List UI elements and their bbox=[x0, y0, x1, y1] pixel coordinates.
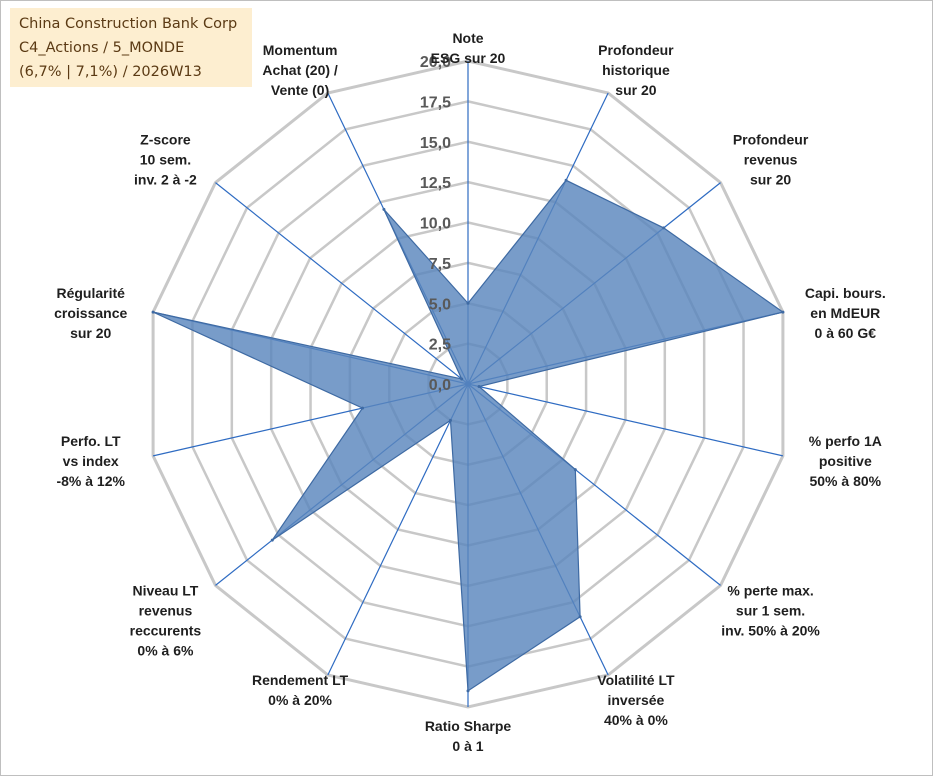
axis-label-line: Achat (20) / bbox=[262, 62, 338, 78]
axis-label-line: 0 à 1 bbox=[452, 738, 483, 754]
axis-label-line: Note bbox=[452, 30, 483, 46]
axis-label: Ratio Sharpe 0 à 1 bbox=[425, 718, 512, 754]
data-point bbox=[460, 377, 464, 381]
info-box-stats: (6,7% | 7,1%) / 2026W13 bbox=[19, 64, 202, 80]
axis-label: Profondeur revenus sur 20 bbox=[733, 132, 809, 188]
axis-label-line: Profondeur bbox=[733, 132, 809, 148]
axis-label-line: reccurents bbox=[130, 622, 202, 638]
axis-label-line: inversée bbox=[607, 692, 664, 708]
tick-label: 7,5 bbox=[429, 256, 451, 273]
info-box: China Construction Bank Corp C4_Actions … bbox=[10, 8, 252, 87]
axis-label-line: Z-score bbox=[140, 132, 191, 148]
axis-label: Volatilité LT inversée 40% à 0% bbox=[597, 672, 675, 728]
data-point bbox=[573, 468, 577, 472]
data-point bbox=[382, 207, 386, 211]
axis-label-line: 50% à 80% bbox=[809, 473, 881, 489]
data-point bbox=[662, 226, 666, 230]
axis-label-line: en MdEUR bbox=[810, 305, 880, 321]
axis-label-line: Vente (0) bbox=[271, 82, 329, 98]
axis-label-line: Régularité bbox=[56, 285, 125, 301]
axis-label-line: Momentum bbox=[263, 42, 338, 58]
axis-label-line: Profondeur bbox=[598, 42, 674, 58]
axis-label-line: 10 sem. bbox=[140, 152, 191, 168]
axis-spoke bbox=[467, 383, 784, 457]
data-point bbox=[578, 615, 582, 619]
axis-label-line: -8% à 12% bbox=[56, 473, 125, 489]
data-point bbox=[448, 418, 452, 422]
axis-label-line: revenus bbox=[744, 152, 798, 168]
info-box-title: China Construction Bank Corp bbox=[19, 16, 238, 32]
axis-label-line: historique bbox=[602, 62, 670, 78]
axis-label: % perfo 1A positive 50% à 80% bbox=[809, 433, 882, 489]
axis-label: Z-score 10 sem. inv. 2 à -2 bbox=[134, 132, 197, 188]
data-point bbox=[564, 178, 568, 182]
tick-label: 12,5 bbox=[420, 175, 451, 192]
data-point bbox=[781, 310, 785, 314]
axis-label: Rendement LT 0% à 20% bbox=[252, 672, 349, 708]
data-point bbox=[466, 301, 470, 305]
info-box-category: C4_Actions / 5_MONDE bbox=[19, 40, 185, 56]
axis-label: Perfo. LT vs index -8% à 12% bbox=[56, 433, 125, 489]
axis-label-line: 0% à 20% bbox=[268, 692, 332, 708]
axis-label: Momentum Achat (20) / Vente (0) bbox=[262, 42, 338, 98]
data-point bbox=[270, 538, 274, 542]
data-point bbox=[151, 310, 155, 314]
axis-label-line: positive bbox=[819, 453, 872, 469]
axis-label-line: sur 1 sem. bbox=[736, 602, 805, 618]
axis-label-line: 40% à 0% bbox=[604, 712, 668, 728]
axis-label-line: Capi. bours. bbox=[805, 285, 886, 301]
tick-label: 0,0 bbox=[429, 377, 451, 394]
data-point bbox=[466, 689, 470, 693]
data-point bbox=[361, 406, 365, 410]
axis-label: Capi. bours. en MdEUR 0 à 60 G€ bbox=[805, 285, 886, 341]
axis-label-line: Rendement LT bbox=[252, 672, 349, 688]
axis-label-line: revenus bbox=[139, 602, 193, 618]
tick-label: 20,0 bbox=[420, 54, 451, 71]
tick-label: 10,0 bbox=[420, 216, 451, 233]
tick-label: 17,5 bbox=[420, 94, 451, 111]
axis-label-line: Perfo. LT bbox=[61, 433, 121, 449]
axis-label: Profondeur historique sur 20 bbox=[598, 42, 674, 98]
axis-label: % perte max. sur 1 sem. inv. 50% à 20% bbox=[721, 582, 820, 638]
axis-label-line: inv. 50% à 20% bbox=[721, 622, 820, 638]
data-point bbox=[477, 385, 481, 389]
axis-label-line: 0% à 6% bbox=[137, 642, 194, 658]
axis-label: Niveau LT revenus reccurents 0% à 6% bbox=[130, 582, 202, 658]
axis-label-line: vs index bbox=[63, 453, 119, 469]
axis-label-line: Niveau LT bbox=[132, 582, 198, 598]
axis-label-line: sur 20 bbox=[70, 325, 111, 341]
axis-label-line: Volatilité LT bbox=[597, 672, 675, 688]
tick-label: 5,0 bbox=[429, 296, 451, 313]
axis-label-line: % perfo 1A bbox=[809, 433, 882, 449]
axis-label-line: Ratio Sharpe bbox=[425, 718, 512, 734]
axis-label-line: sur 20 bbox=[750, 172, 791, 188]
axis-label: Note ESG sur 20 bbox=[431, 30, 506, 66]
axis-label-line: % perte max. bbox=[727, 582, 813, 598]
axis-label-line: sur 20 bbox=[615, 82, 656, 98]
axis-spoke bbox=[215, 182, 469, 385]
axis-spoke bbox=[327, 383, 469, 676]
axis-label-line: croissance bbox=[54, 305, 127, 321]
axis-label-line: 0 à 60 G€ bbox=[815, 325, 877, 341]
tick-label: 2,5 bbox=[429, 337, 451, 354]
tick-label: 15,0 bbox=[420, 135, 451, 152]
axis-label-line: inv. 2 à -2 bbox=[134, 172, 197, 188]
axis-label: Régularité croissance sur 20 bbox=[54, 285, 127, 341]
axis-label-line: ESG sur 20 bbox=[431, 50, 506, 66]
